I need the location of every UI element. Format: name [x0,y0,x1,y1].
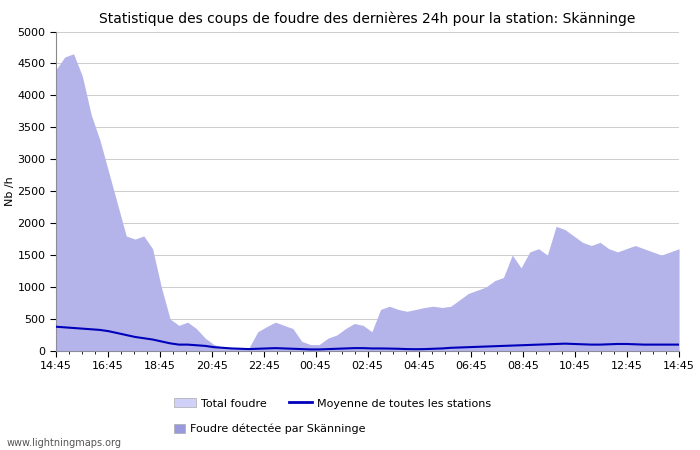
Legend: Foudre détectée par Skänninge: Foudre détectée par Skänninge [174,423,366,434]
Title: Statistique des coups de foudre des dernières 24h pour la station: Skänninge: Statistique des coups de foudre des dern… [99,12,636,26]
Text: www.lightningmaps.org: www.lightningmaps.org [7,438,122,448]
Y-axis label: Nb /h: Nb /h [5,176,15,206]
